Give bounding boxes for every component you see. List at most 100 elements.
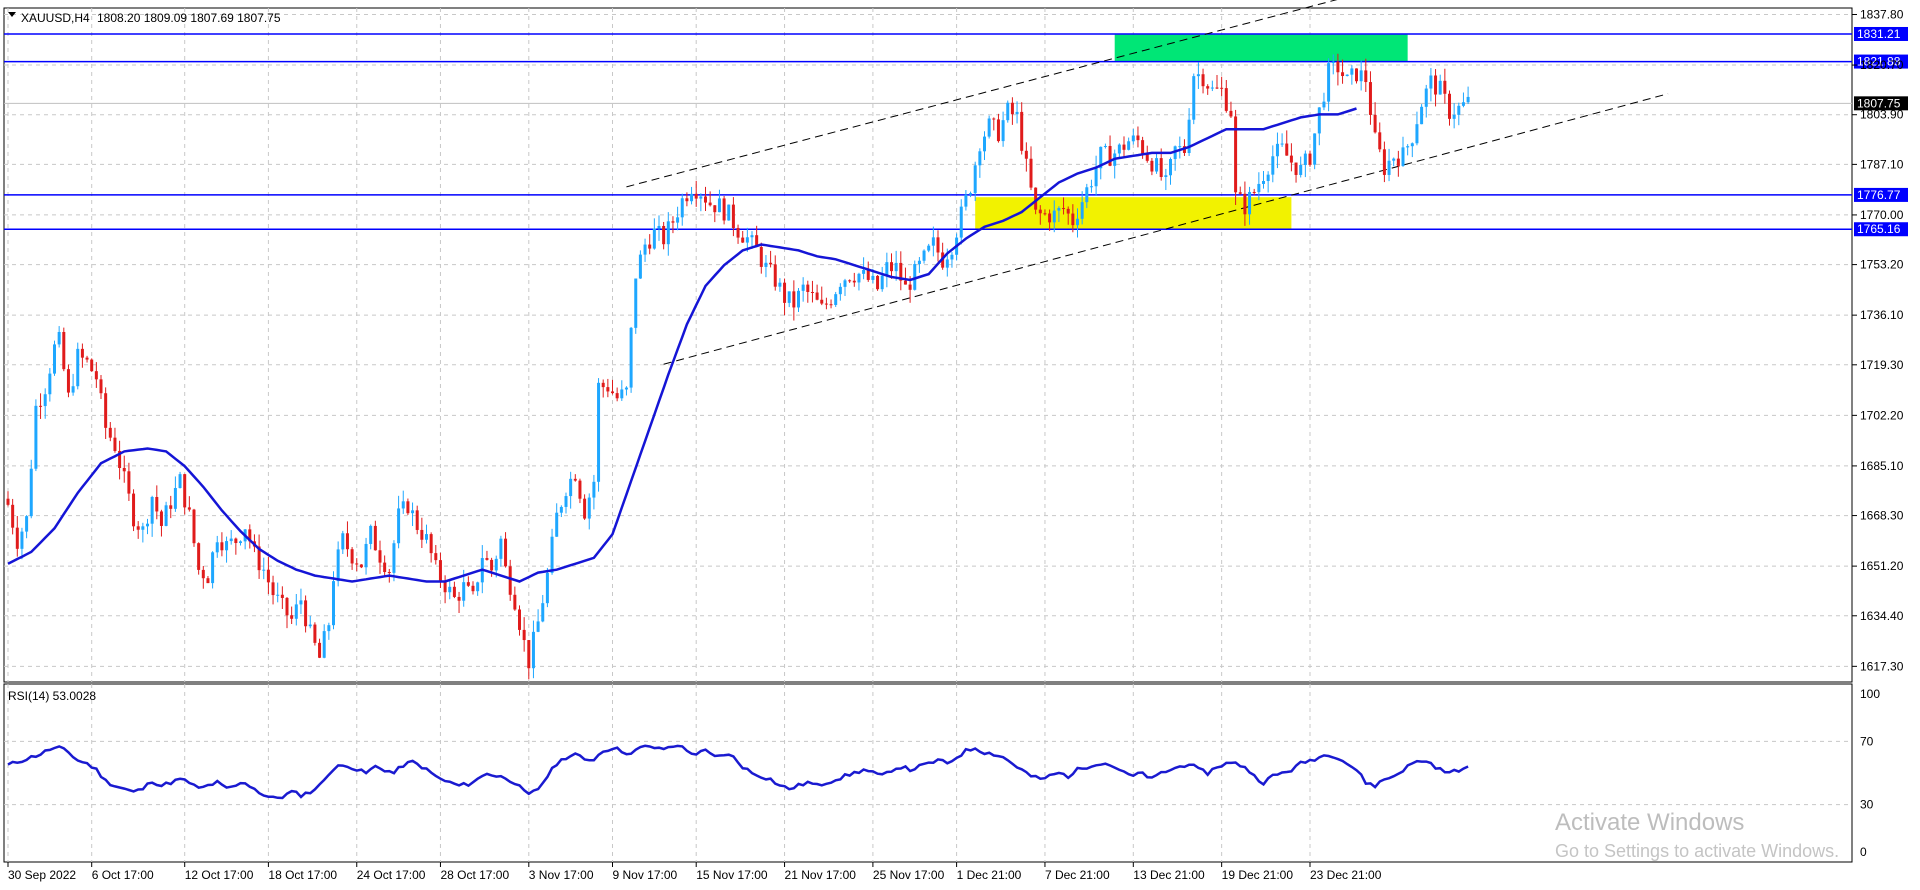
candle-body: [183, 474, 187, 508]
candle-body: [211, 552, 215, 584]
candle-body: [741, 237, 745, 243]
candle-body: [1373, 114, 1377, 133]
price-tick-label: 1634.40: [1860, 609, 1904, 623]
candle-body: [1206, 86, 1210, 89]
candle-body: [1275, 143, 1279, 157]
candle-body: [1159, 158, 1163, 178]
candle-body: [1294, 162, 1298, 175]
candle-body: [903, 280, 907, 285]
candle-body: [359, 564, 363, 568]
candle-body: [178, 474, 182, 489]
candle-body: [959, 206, 963, 238]
candle-body: [406, 501, 410, 514]
candle-body: [332, 581, 335, 626]
candle-body: [34, 405, 38, 469]
candle-body: [1215, 87, 1219, 89]
candle-body: [769, 262, 773, 265]
candle-body: [387, 572, 391, 574]
candle-body: [294, 604, 298, 619]
candle-body: [597, 382, 601, 482]
candle-body: [401, 501, 405, 509]
candle-body: [629, 327, 633, 388]
candle-body: [908, 284, 912, 290]
candle-body: [99, 379, 103, 394]
candle-body: [564, 496, 568, 507]
candle-body: [443, 580, 447, 593]
rsi-header-label: RSI(14) 53.0028: [8, 689, 96, 703]
candle-body: [1127, 141, 1131, 150]
candle-body: [731, 204, 735, 228]
level-price-tag: [1854, 54, 1908, 69]
candle-body: [648, 244, 652, 249]
candle-body: [755, 235, 759, 247]
price-tick-label: 1617.30: [1860, 659, 1904, 673]
candle-body: [727, 204, 731, 221]
candle-body: [1359, 70, 1363, 82]
candle-body: [699, 196, 703, 199]
candle-body: [1271, 156, 1275, 175]
candle-body: [1187, 119, 1191, 153]
candle-body: [759, 246, 763, 267]
candle-body: [676, 217, 680, 223]
candle-body: [262, 569, 266, 571]
candle-body: [1103, 145, 1107, 147]
candle-body: [494, 558, 498, 571]
candle-body: [745, 237, 749, 243]
candle-body: [276, 594, 280, 596]
candle-body: [1299, 164, 1303, 175]
candle-body: [1257, 183, 1261, 193]
candle-body: [690, 193, 694, 202]
candle-body: [313, 624, 317, 643]
candle-body: [587, 497, 591, 519]
candle-body: [308, 624, 312, 627]
time-tick-label: 28 Oct 17:00: [440, 868, 509, 882]
candle-body: [1117, 144, 1121, 154]
level-price-label: 1831.21: [1857, 27, 1901, 41]
candle-body: [1201, 74, 1205, 87]
time-axis: 30 Sep 2022 6 Oct 17:00 12 Oct 17:00 18 Oct…: [7, 862, 1382, 882]
candle-body: [862, 269, 866, 274]
candle-body: [927, 245, 931, 251]
candle-body: [964, 194, 968, 207]
candle-body: [611, 391, 614, 394]
candle-body: [25, 516, 29, 532]
candle-body: [1178, 146, 1182, 148]
candle-body: [1331, 61, 1335, 64]
time-tick-label: 25 Nov 17:00: [873, 868, 945, 882]
time-tick-label: 1 Dec 21:00: [957, 868, 1022, 882]
candle-body: [1429, 75, 1433, 89]
candle-body: [71, 386, 75, 393]
candle-body: [6, 498, 10, 505]
candle-body: [1322, 101, 1326, 108]
candle-body: [592, 481, 596, 498]
candle-body: [583, 498, 587, 519]
trend-channel[interactable]: [626, 0, 1669, 365]
candle-body: [834, 294, 838, 305]
candle-body: [522, 629, 526, 641]
candle-body: [559, 506, 563, 513]
candle-body: [1224, 88, 1228, 111]
channel-line[interactable]: [663, 93, 1669, 365]
candle-body: [536, 621, 540, 632]
price-tick-label: 1803.90: [1860, 108, 1904, 122]
channel-line[interactable]: [626, 0, 1361, 188]
candle-body: [1438, 80, 1442, 95]
candle-body: [15, 527, 19, 549]
candle-body: [1401, 147, 1405, 166]
candle-body: [978, 151, 982, 166]
rsi-panel-frame: [3, 683, 1853, 863]
dropdown-triangle-icon[interactable]: [8, 12, 16, 17]
candle-body: [239, 541, 242, 544]
candle-body: [1448, 93, 1451, 119]
candle-body: [355, 563, 359, 565]
candle-body: [215, 542, 219, 553]
candle-body: [1457, 105, 1461, 115]
candle-body: [327, 625, 331, 632]
price-tick-label: 1820.70: [1860, 58, 1904, 72]
horizontal-levels[interactable]: 1831.21 1821.88 1776.77 1765.16 1807.75: [4, 26, 1908, 237]
candle-body: [969, 193, 973, 195]
candle-body: [1392, 158, 1396, 161]
candle-body: [20, 531, 24, 549]
